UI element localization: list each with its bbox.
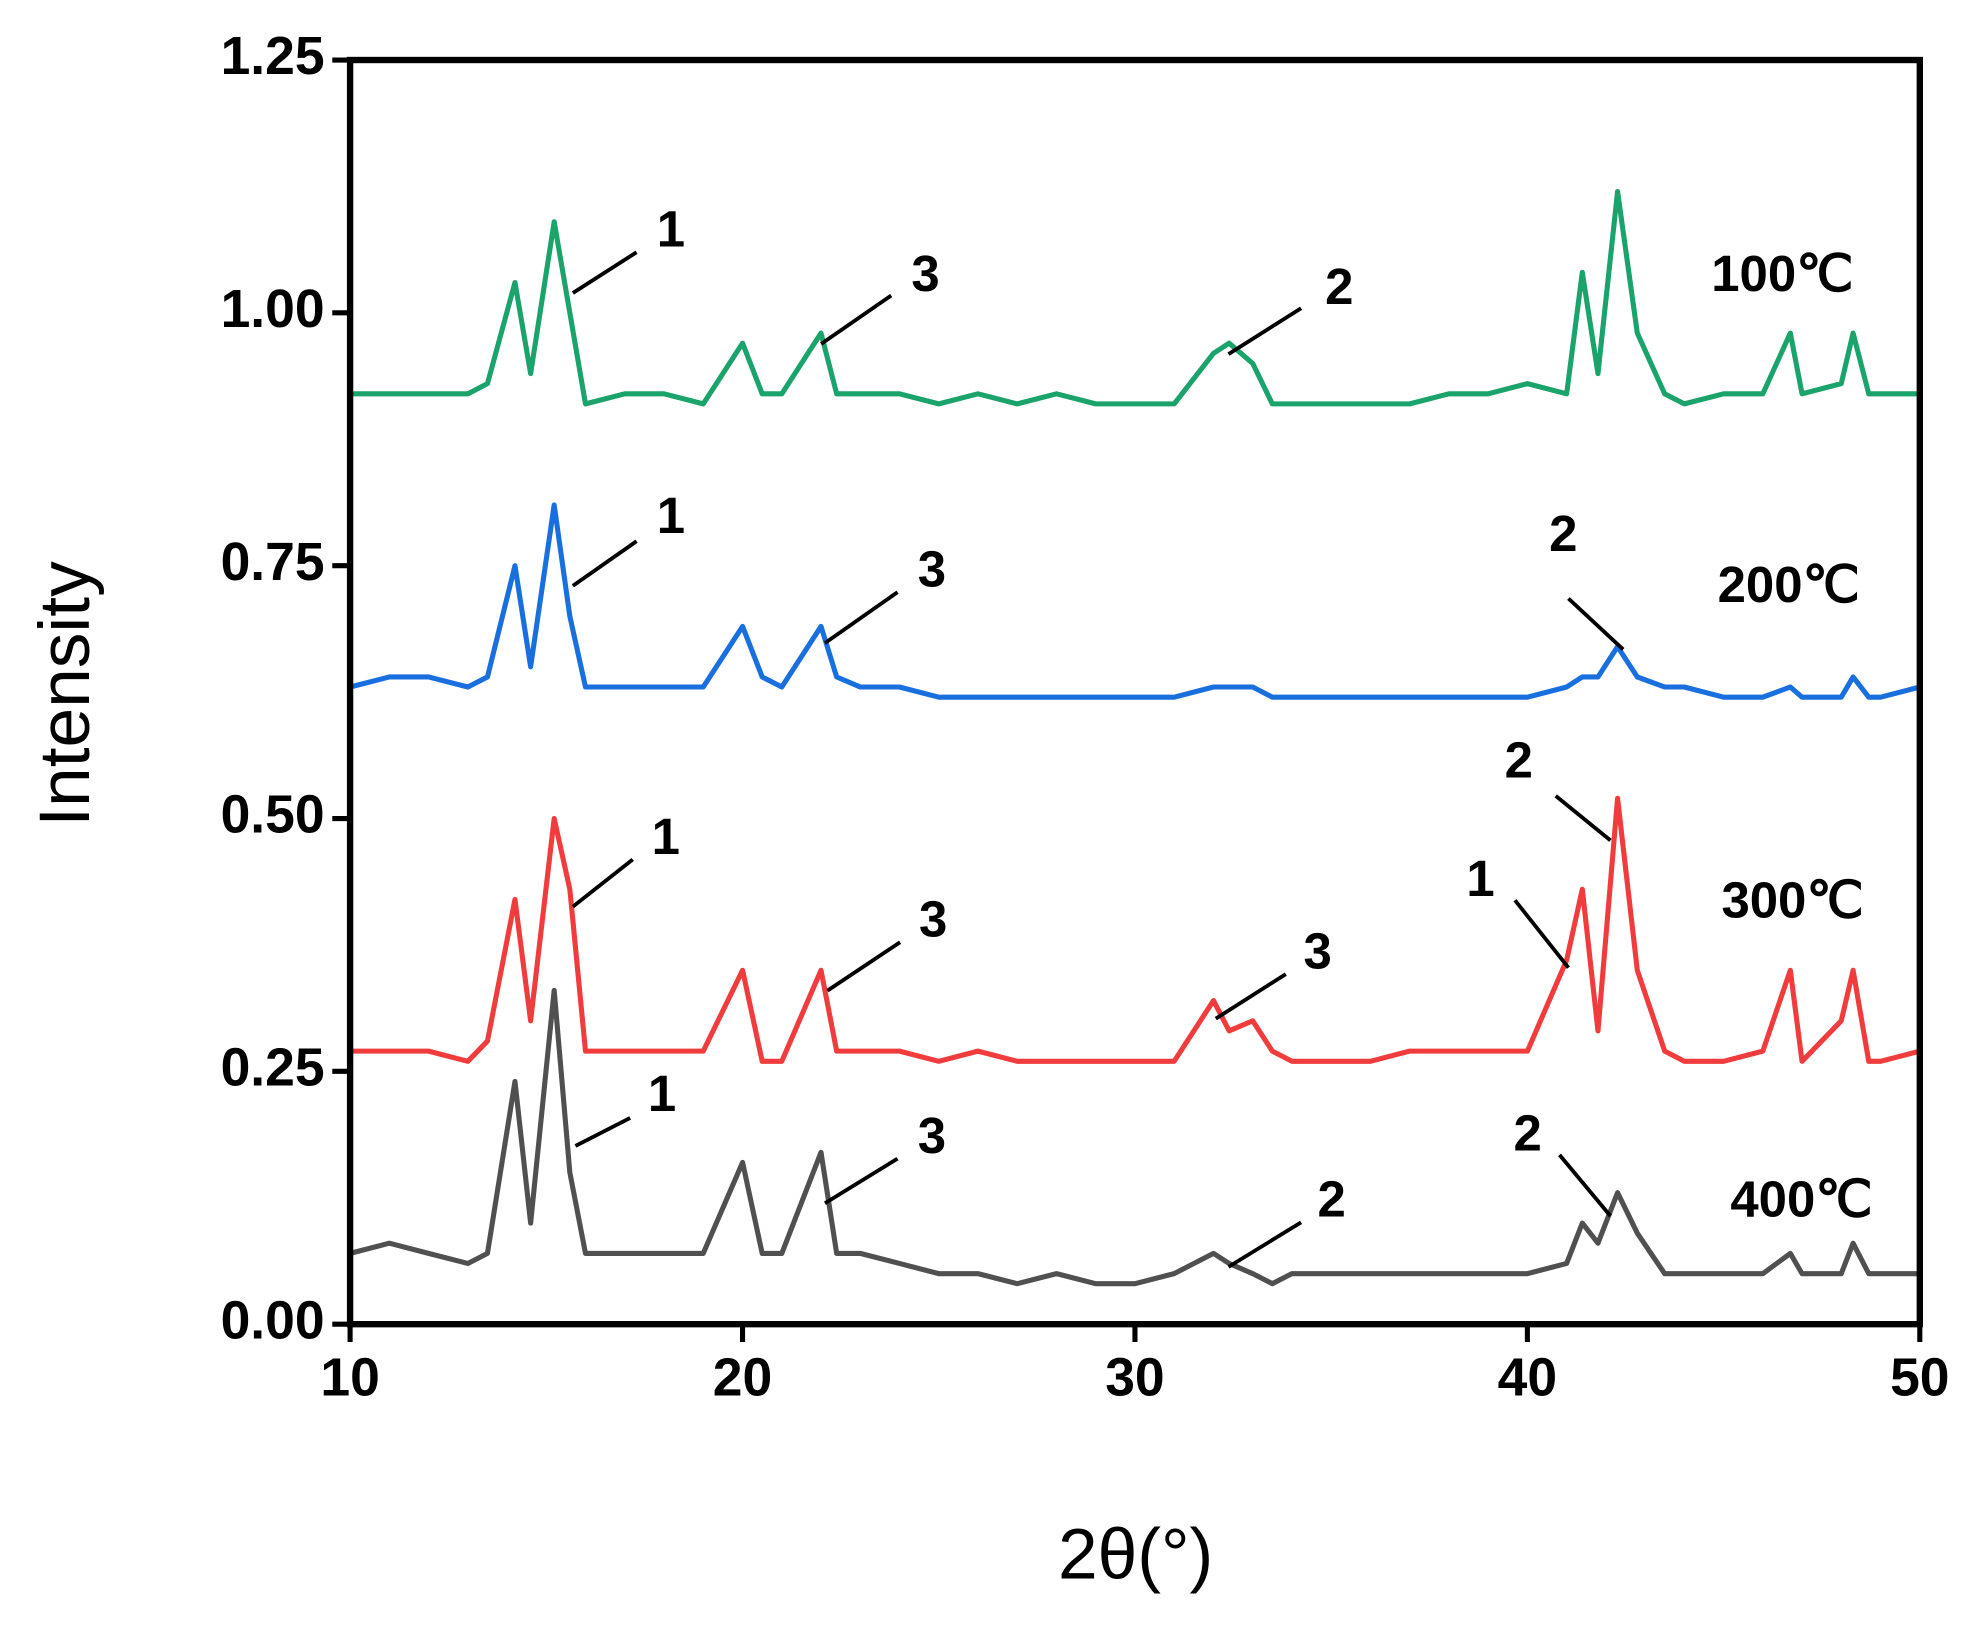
series-line (350, 795, 1921, 1064)
annotation: 2 (1514, 1104, 1542, 1161)
annotation: 1 (657, 201, 685, 258)
annotation-leader (571, 250, 638, 295)
x-tick-label: 20 (713, 1349, 772, 1408)
x-tick-label: 30 (1105, 1349, 1164, 1408)
annotation-leader (1227, 1220, 1303, 1269)
annotation: 3 (919, 891, 947, 948)
series-label: 400℃ (1730, 1171, 1872, 1228)
series-line (349, 987, 1920, 1287)
x-tick-label: 50 (1890, 1349, 1949, 1408)
annotation-leader (1227, 306, 1303, 356)
series-label: 100℃ (1711, 245, 1853, 302)
y-tick-label: 0.75 (221, 533, 325, 592)
annotation: 1 (652, 808, 680, 865)
annotation: 1 (648, 1065, 676, 1122)
y-tick-label: 1.25 (221, 27, 325, 86)
annotation-leader (823, 1157, 899, 1205)
series-label: 200℃ (1718, 556, 1860, 613)
annotation-leader (571, 858, 634, 909)
y-tick-label: 0.50 (221, 786, 325, 845)
annotation-leader (826, 940, 902, 993)
plot-frame (346, 56, 1923, 1328)
y-tick-label: 1.00 (221, 280, 325, 339)
annotation-leader (1567, 597, 1625, 651)
annotation: 2 (1549, 505, 1577, 562)
series-label: 300℃ (1721, 872, 1863, 929)
x-tick-label: 40 (1498, 1349, 1557, 1408)
annotation: 2 (1325, 258, 1353, 315)
annotation-leader (571, 539, 638, 588)
annotation: 3 (918, 1107, 946, 1164)
annotation-leader (1554, 794, 1612, 842)
annotation-leader (1513, 899, 1570, 969)
annotation: 3 (911, 245, 939, 302)
annotation: 1 (1466, 850, 1494, 907)
annotation: 2 (1317, 1171, 1345, 1228)
x-tick-label: 10 (320, 1349, 379, 1408)
annotation: 1 (657, 487, 685, 544)
y-tick-label: 0.00 (221, 1291, 325, 1350)
annotation-leader (823, 590, 899, 645)
series-line (349, 502, 1921, 700)
annotation: 3 (918, 541, 946, 598)
series-line (350, 188, 1920, 407)
y-axis-title: Intensity (25, 561, 105, 827)
annotation-leader (820, 293, 893, 346)
annotation: 3 (1303, 922, 1331, 979)
annotation-leader (574, 1116, 632, 1148)
x-axis-title: 2θ(°) (1058, 1515, 1213, 1595)
annotation: 2 (1505, 731, 1533, 788)
y-tick-label: 0.25 (221, 1038, 325, 1097)
annotation-leader (1558, 1153, 1612, 1218)
annotation-leader (1214, 972, 1287, 1021)
